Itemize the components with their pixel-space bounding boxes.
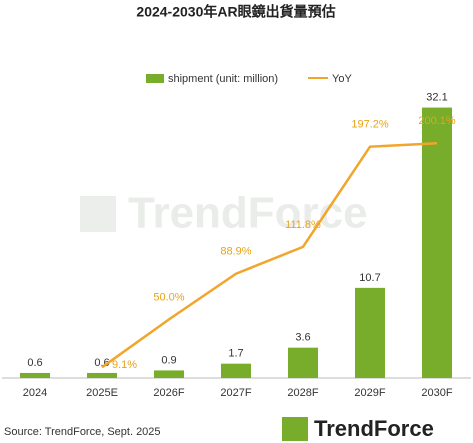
bar [221,363,251,378]
bar-value-label: 32.1 [426,91,447,103]
watermark: TrendForce [80,189,368,238]
bar-value-label: 10.7 [359,272,380,284]
bar [154,370,184,378]
bar [355,287,385,378]
logo: TrendForce [282,416,434,441]
bar-value-label: 3.6 [295,332,310,344]
x-tick-label: 2029F [354,387,385,399]
x-tick-label: 2030F [421,387,452,399]
yoy-value-label: 9.1% [112,359,137,371]
chart-title: 2024-2030年AR眼鏡出貨量預估 [136,4,335,20]
x-tick-label: 2025E [86,387,118,399]
legend-swatch [146,74,164,83]
yoy-line [101,142,438,369]
bar-value-label: 0.6 [27,357,42,369]
x-tick-label: 2028F [287,387,318,399]
source: Source: TrendForce, Sept. 2025 [4,426,161,438]
x-tick-label: 2024 [23,387,47,399]
legend-label: shipment (unit: million) [168,73,278,85]
bar [87,372,117,378]
logo-text: TrendForce [314,416,434,441]
bar [288,347,318,378]
x-tick-label: 2026F [153,387,184,399]
yoy-value-label: 88.9% [220,246,251,258]
bar-value-label: 0.9 [161,354,176,366]
yoy-value-label: 200.1% [418,115,456,127]
bar [422,107,452,378]
yoy-value-label: 111.8% [285,219,321,231]
watermark-text: TrendForce [128,189,368,238]
yoy-value-label: 197.2% [351,119,389,131]
bar [20,372,50,378]
x-tick-label: 2027F [220,387,251,399]
logo-icon [282,417,308,441]
yoy-value-label: 50.0% [153,291,184,303]
bar-value-label: 1.7 [228,348,243,360]
legend-label: YoY [332,73,352,85]
watermark-icon [80,196,116,232]
